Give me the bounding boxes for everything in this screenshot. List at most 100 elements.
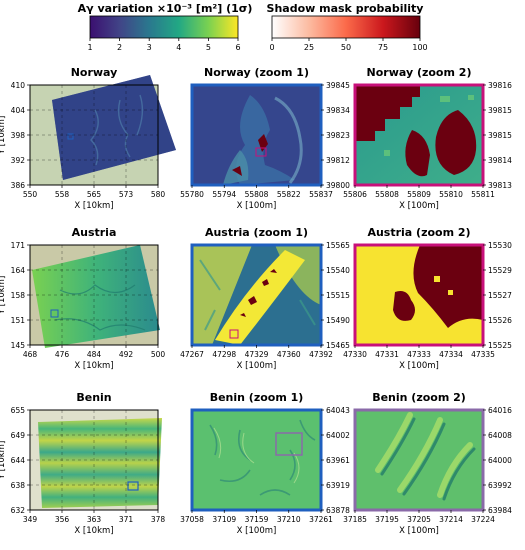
y-tick-label: 15530: [488, 241, 512, 250]
x-tick-label: 47333: [407, 350, 431, 359]
y-tick-label: 151: [11, 316, 26, 325]
benin-zoom-box: [127, 481, 139, 491]
axes-panel-0: Norway 550 558 565 573 580 X [10km] 410 404 398 39…: [0, 66, 165, 211]
y-tick-label: 64002: [326, 431, 350, 440]
y-tick-label: 638: [11, 481, 26, 490]
y-tick-label: 39815: [488, 131, 512, 140]
y-axis-label: Y [10km]: [0, 116, 7, 156]
x-tick-label: 484: [87, 350, 102, 359]
colorbar-shadow-bar: [271, 15, 421, 39]
x-tick-label: 37214: [439, 515, 463, 524]
x-tick-label: 47331: [375, 350, 399, 359]
benin-variation-raster: [38, 418, 162, 508]
x-axis-label: X [100m]: [237, 201, 277, 211]
axes-panel-2: Norway (zoom 2) 55806 55808 55809 55810 55811…: [343, 66, 512, 211]
y-axis-label: Y [10km]: [0, 276, 7, 316]
panel-title: Norway (zoom 1): [204, 66, 309, 79]
axes-panel-6: Benin 349 356 363 371 378 X [10km] 655 649 644 638…: [0, 391, 165, 536]
panel-title: Austria: [72, 226, 117, 239]
colorbar-tick-label: 4: [176, 43, 181, 52]
y-tick-label: 15490: [326, 316, 350, 325]
y-tick-label: 39834: [326, 106, 350, 115]
x-tick-label: 47298: [212, 350, 236, 359]
colorbar-tick-label: 50: [341, 43, 351, 52]
colorbar-tick-label: 3: [147, 43, 152, 52]
x-tick-label: 37185: [343, 515, 367, 524]
colorbar-variation: Aγ variation ×10⁻³ [m²] (1σ) 1 2 3 4 5 6: [78, 2, 253, 52]
y-axis-label: Y [10km]: [0, 441, 7, 481]
x-tick-label: 55780: [180, 190, 204, 199]
x-tick-label: 37261: [309, 515, 333, 524]
y-tick-label: 64000: [488, 456, 512, 465]
x-axis-label: X [10km]: [74, 526, 113, 536]
panel-title: Austria (zoom 2): [367, 226, 470, 239]
panel-benin-zoom1: [192, 410, 321, 510]
x-tick-label: 349: [23, 515, 38, 524]
colorbar-tick-label: 1: [87, 43, 92, 52]
austria-variation-raster: [32, 245, 160, 348]
x-tick-label: 47335: [471, 350, 495, 359]
x-tick-label: 492: [119, 350, 134, 359]
panel-title: Benin (zoom 1): [210, 391, 304, 404]
x-axis-label: X [100m]: [237, 361, 277, 371]
colorbar-tick-label: 75: [378, 43, 388, 52]
x-tick-label: 55837: [309, 190, 333, 199]
y-tick-label: 64008: [488, 431, 512, 440]
axes-panel-8: Benin (zoom 2) 37185 37195 37205 37214 37224 X…: [343, 391, 512, 536]
colorbar-variation-label: Aγ variation ×10⁻³ [m²] (1σ): [78, 2, 253, 15]
x-axis-label: X [10km]: [74, 201, 113, 211]
y-tick-label: 63919: [326, 481, 350, 490]
y-tick-label: 63992: [488, 481, 512, 490]
y-tick-label: 39845: [326, 81, 350, 90]
colorbar-tick-label: 5: [206, 43, 211, 52]
axes-panel-7: Benin (zoom 1) 37058 37109 37159 37210 37261 X…: [180, 391, 350, 536]
axes-panel-4: Austria (zoom 1) 47267 47298 47329 47360 4739…: [180, 226, 350, 371]
x-tick-label: 500: [151, 350, 166, 359]
y-tick-label: 164: [11, 266, 26, 275]
x-tick-label: 37159: [245, 515, 269, 524]
y-tick-label: 64043: [326, 406, 350, 415]
y-tick-label: 39815: [488, 106, 512, 115]
benin-zoom1-raster: [192, 410, 321, 510]
x-tick-label: 565: [87, 190, 102, 199]
panel-title: Austria (zoom 1): [205, 226, 308, 239]
panel-norway: [30, 75, 176, 185]
x-axis-label: X [100m]: [399, 201, 439, 211]
panel-title: Benin: [76, 391, 111, 404]
y-tick-label: 39816: [488, 81, 512, 90]
y-tick-label: 64016: [488, 406, 512, 415]
austria-zoom1-box: [229, 329, 239, 339]
x-tick-label: 37195: [375, 515, 399, 524]
x-tick-label: 55808: [245, 190, 269, 199]
austria-zoom-box: [50, 309, 59, 318]
x-tick-label: 55806: [343, 190, 367, 199]
panel-title: Norway (zoom 2): [367, 66, 472, 79]
benin-zoom1-box: [275, 432, 303, 456]
y-tick-label: 15525: [488, 341, 512, 350]
x-axis-label: X [100m]: [237, 526, 277, 536]
colorbar-tick-label: 0: [269, 43, 274, 52]
x-tick-label: 476: [55, 350, 70, 359]
y-tick-label: 39814: [488, 156, 512, 165]
panel-austria-zoom1: [192, 245, 321, 345]
y-tick-label: 63984: [488, 506, 512, 515]
y-tick-label: 392: [11, 156, 26, 165]
colorbar-tick-label: 2: [117, 43, 122, 52]
x-tick-label: 558: [55, 190, 70, 199]
y-tick-label: 655: [11, 406, 26, 415]
x-axis-label: X [10km]: [74, 361, 113, 371]
colorbar-tick-label: 6: [235, 43, 240, 52]
x-tick-label: 47334: [439, 350, 463, 359]
x-axis-label: X [100m]: [399, 526, 439, 536]
x-tick-label: 37224: [471, 515, 495, 524]
y-tick-label: 632: [11, 506, 26, 515]
axes-panel-5: Austria (zoom 2) 47330 47331 47333 47334 4733…: [343, 226, 512, 371]
y-tick-label: 410: [11, 81, 26, 90]
panel-austria: [30, 245, 160, 348]
x-tick-label: 55794: [212, 190, 236, 199]
y-tick-label: 15540: [326, 266, 350, 275]
norway-zoom1-box: [255, 147, 267, 157]
y-tick-label: 386: [11, 181, 26, 190]
y-tick-label: 39800: [326, 181, 350, 190]
